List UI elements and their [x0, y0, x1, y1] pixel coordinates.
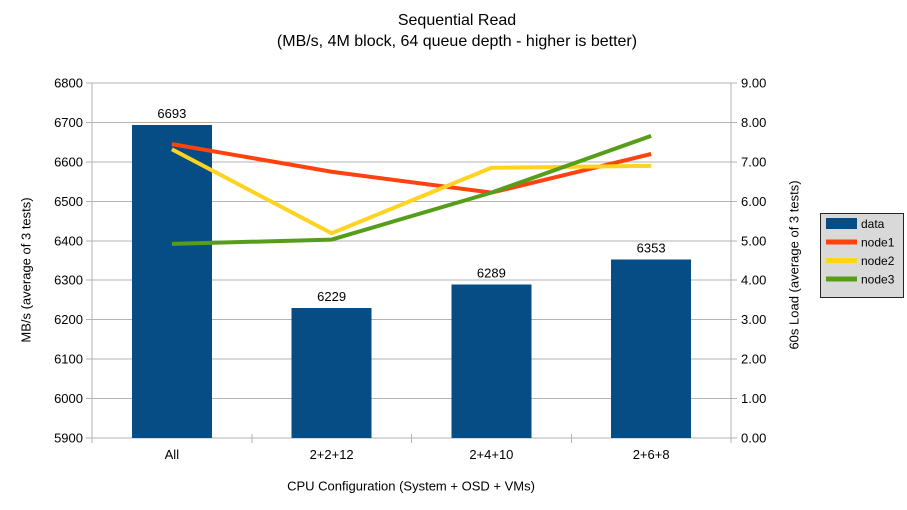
line-node2 [170, 147, 652, 236]
right-axis-tick-label: 3.00 [741, 312, 766, 327]
left-axis-tick-label: 6100 [54, 352, 83, 367]
category-label: 2+4+10 [469, 447, 513, 462]
right-axis-tick-label: 9.00 [741, 76, 766, 91]
right-axis-tick-label: 4.00 [741, 273, 766, 288]
legend-swatch-data [826, 218, 857, 229]
right-axis-tick-label: 0.00 [741, 431, 766, 446]
legend-swatch-node2 [826, 258, 857, 263]
legend-label-node3: node3 [861, 273, 895, 287]
right-axis-tick-label: 5.00 [741, 233, 766, 248]
bar-value-label: 6693 [157, 106, 186, 121]
right-axis-tick-label: 2.00 [741, 352, 766, 367]
right-axis-tick-label: 1.00 [741, 391, 766, 406]
chart-title: Sequential Read [397, 12, 517, 29]
line-node3 [171, 133, 652, 246]
right-axis-tick-label: 7.00 [741, 154, 766, 169]
line-node1 [171, 142, 652, 195]
bar [291, 308, 372, 438]
left-axis-tick-label: 6000 [54, 391, 83, 406]
bar [611, 259, 692, 438]
legend-swatch-node1 [826, 239, 857, 245]
legend-swatch-node3 [826, 276, 857, 282]
bar [451, 284, 532, 438]
category-label: 2+6+8 [633, 447, 670, 462]
left-axis-tick-label: 6700 [54, 115, 83, 130]
chart-subtitle: (MB/s, 4M block, 64 queue depth - higher… [276, 33, 638, 50]
left-axis-tick-label: 6300 [54, 273, 83, 288]
left-axis-tick-label: 6200 [54, 312, 83, 327]
bar-value-label: 6229 [317, 289, 346, 304]
left-axis-title: MB/s (average of 3 tests) [18, 197, 34, 343]
right-axis-title: 60s Load (average of 3 tests) [786, 180, 802, 350]
left-axis-tick-label: 6500 [54, 194, 83, 209]
legend-label-data: data [861, 217, 885, 231]
legend-label-node2: node2 [861, 254, 895, 268]
left-axis-tick-label: 6400 [54, 233, 83, 248]
x-axis-title: CPU Configuration (System + OSD + VMs) [287, 478, 535, 494]
left-axis-tick-label: 5900 [54, 431, 83, 446]
right-axis-tick-label: 6.00 [741, 194, 766, 209]
category-label: 2+2+12 [310, 447, 354, 462]
left-axis-tick-label: 6800 [54, 76, 83, 91]
bar [131, 125, 212, 438]
left-axis-tick-label: 6600 [54, 154, 83, 169]
legend-label-node1: node1 [861, 236, 895, 250]
right-axis-tick-label: 8.00 [741, 115, 766, 130]
category-label: All [165, 447, 180, 462]
bar-value-label: 6353 [637, 240, 666, 255]
bar-value-label: 6289 [477, 266, 506, 281]
